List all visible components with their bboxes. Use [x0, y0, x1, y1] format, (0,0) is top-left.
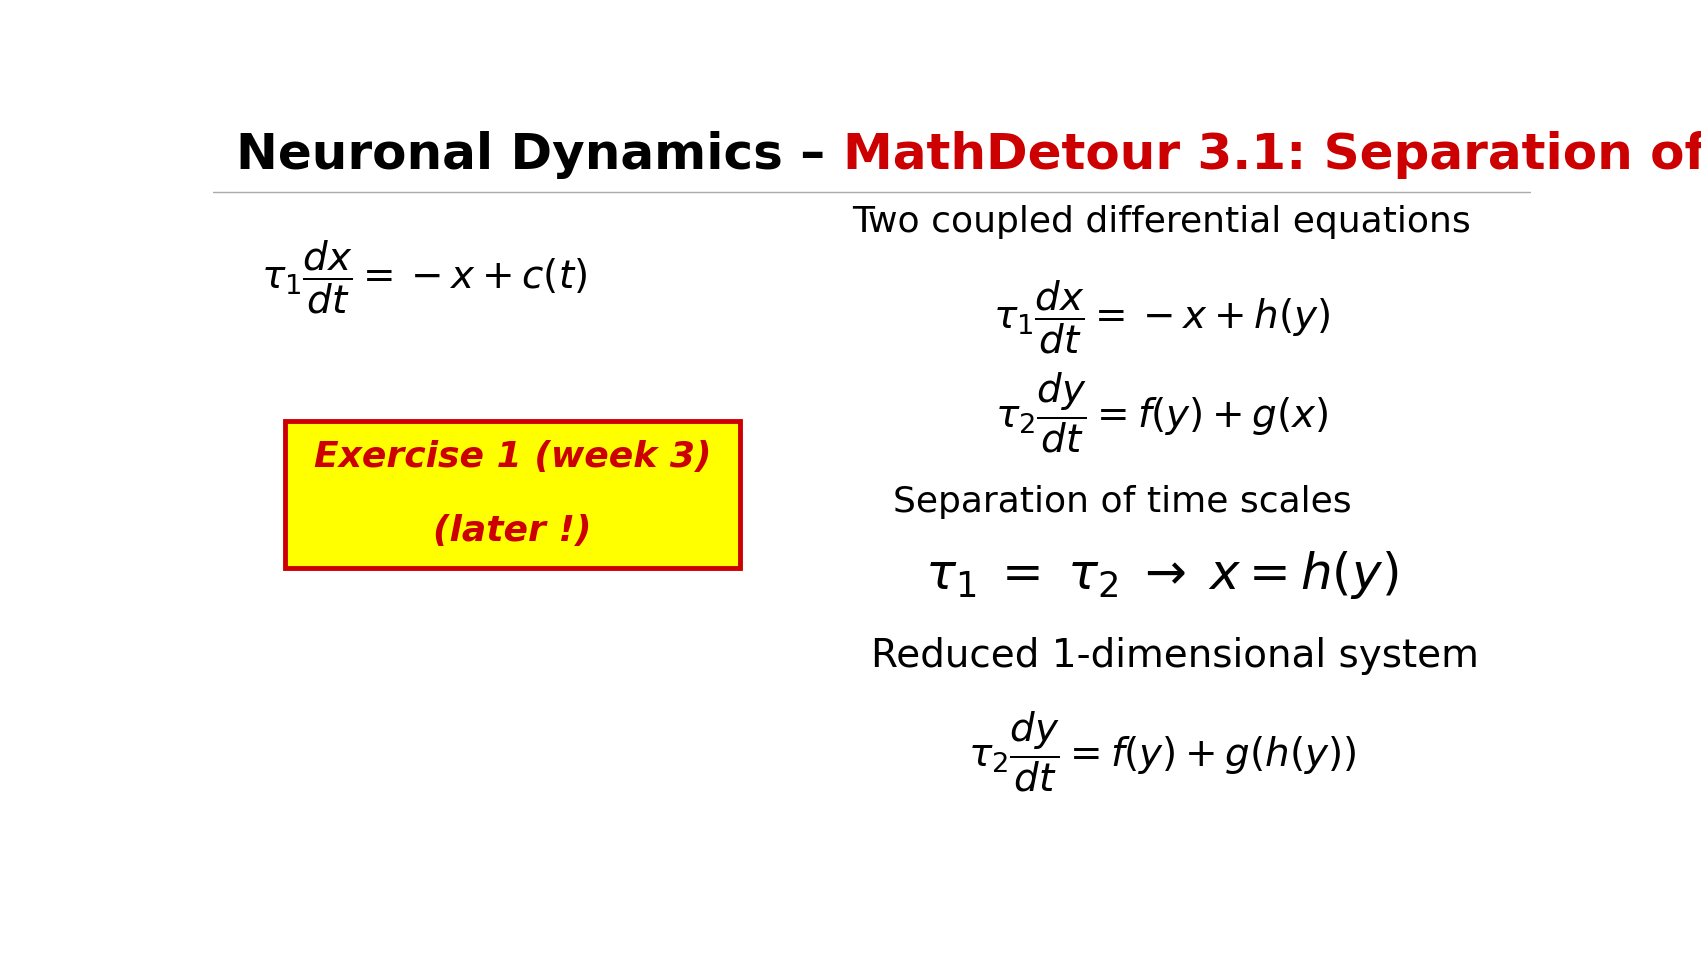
Text: Two coupled differential equations: Two coupled differential equations [852, 205, 1471, 238]
Text: $\tau_2 \dfrac{dy}{dt} = f(y) + g(x)$: $\tau_2 \dfrac{dy}{dt} = f(y) + g(x)$ [995, 371, 1328, 456]
Text: $\tau_1 \; = \; \tau_2 \; \rightarrow \; x = h(y)$: $\tau_1 \; = \; \tau_2 \; \rightarrow \;… [925, 549, 1398, 601]
FancyBboxPatch shape [286, 421, 740, 568]
Text: Separation of time scales: Separation of time scales [893, 484, 1352, 519]
Text: $\tau_1 \dfrac{dx}{dt} = -x + h(y)$: $\tau_1 \dfrac{dx}{dt} = -x + h(y)$ [993, 278, 1330, 356]
Text: Neuronal Dynamics –: Neuronal Dynamics – [236, 131, 844, 179]
Text: MathDetour 3.1: Separation of time scales: MathDetour 3.1: Separation of time scale… [844, 131, 1701, 179]
Text: (later !): (later !) [434, 514, 592, 548]
Text: $\tau_1 \dfrac{dx}{dt} = -x + c(t)$: $\tau_1 \dfrac{dx}{dt} = -x + c(t)$ [260, 238, 587, 316]
Text: $\tau_2 \dfrac{dy}{dt} = f(y) + g(h(y))$: $\tau_2 \dfrac{dy}{dt} = f(y) + g(h(y))$ [968, 710, 1356, 794]
Text: Reduced 1-dimensional system: Reduced 1-dimensional system [871, 637, 1478, 676]
Text: Exercise 1 (week 3): Exercise 1 (week 3) [313, 440, 711, 475]
